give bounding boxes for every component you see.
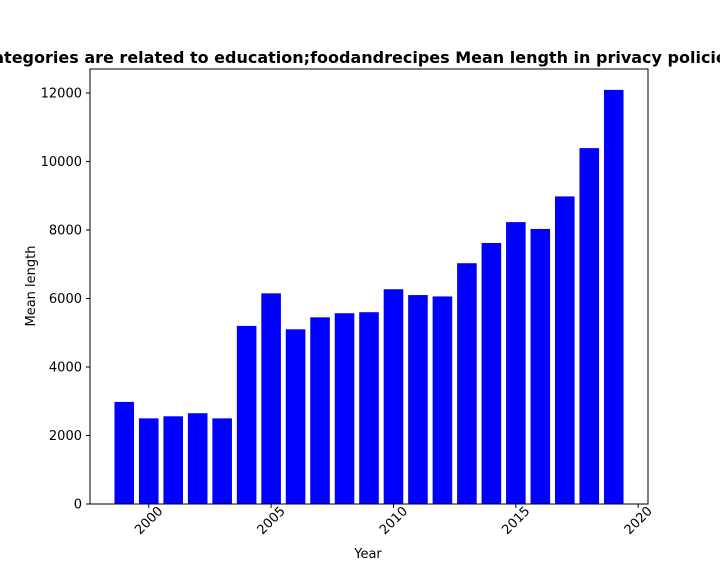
chart-title: ategories are related to education;fooda… xyxy=(0,48,720,67)
bar-2006 xyxy=(285,329,306,504)
bar-1999 xyxy=(114,401,135,504)
bar-2002 xyxy=(187,413,208,504)
bar-2019 xyxy=(603,89,624,504)
y-tick-label: 0 xyxy=(74,498,82,513)
bar-2004 xyxy=(236,325,257,504)
y-axis: 0 2000 4000 6000 8000 10000 12000 xyxy=(41,86,90,513)
bar-2007 xyxy=(310,317,330,504)
x-tick-label: 2020 xyxy=(622,504,656,538)
x-tick-label: 2005 xyxy=(255,504,289,538)
bar-2017 xyxy=(555,196,575,505)
x-tick-label: 2015 xyxy=(499,504,533,538)
y-tick-label: 4000 xyxy=(49,360,82,375)
bar-2016 xyxy=(530,228,551,504)
bar-2000 xyxy=(138,418,159,504)
x-axis-label: Year xyxy=(353,547,382,562)
bar-2018 xyxy=(579,148,600,504)
bar-2010 xyxy=(383,289,404,504)
y-tick-label: 10000 xyxy=(41,155,82,170)
y-tick-label: 2000 xyxy=(49,429,82,444)
bars-group xyxy=(114,89,624,505)
x-tick-label: 2010 xyxy=(377,504,411,538)
bar-2005 xyxy=(261,293,281,504)
bar-2003 xyxy=(212,418,232,504)
x-axis: 2000 2005 2010 2015 2020 xyxy=(132,504,655,538)
plot-frame xyxy=(89,68,649,505)
bar-2009 xyxy=(359,312,379,504)
bar-2012 xyxy=(432,296,453,504)
bar-2008 xyxy=(334,313,355,504)
y-axis-label: Mean length xyxy=(24,246,39,327)
y-tick-label: 8000 xyxy=(49,223,82,238)
bar-2013 xyxy=(457,263,477,504)
bar-2001 xyxy=(163,416,183,504)
bar-2011 xyxy=(408,295,428,504)
y-tick-label: 6000 xyxy=(49,292,82,307)
bar-2015 xyxy=(506,222,526,505)
y-tick-label: 12000 xyxy=(41,86,82,101)
x-tick-label: 2000 xyxy=(132,504,166,538)
bar-2014 xyxy=(481,243,502,504)
